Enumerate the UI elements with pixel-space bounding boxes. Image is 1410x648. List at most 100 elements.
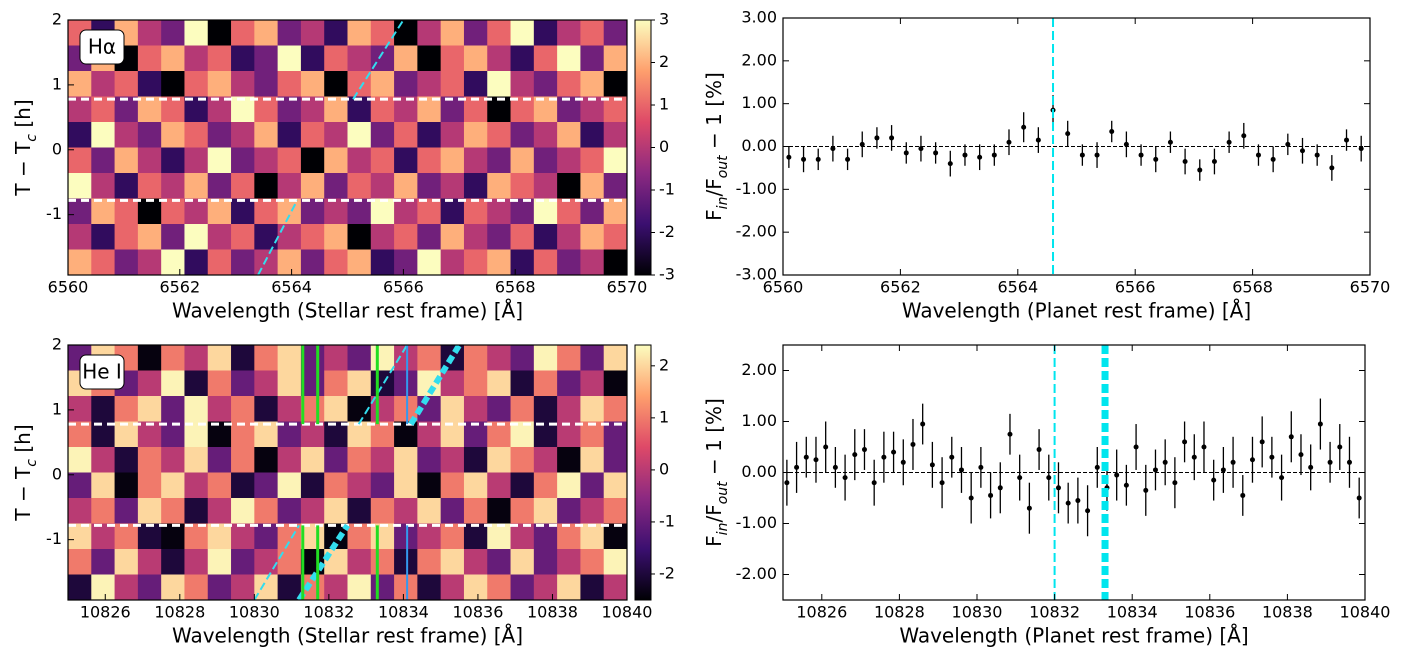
heatmap-cell — [91, 122, 116, 148]
heatmap-cell — [347, 421, 372, 448]
heatmap-cell — [463, 345, 488, 371]
heatmap-cell — [161, 122, 185, 148]
data-point — [1191, 454, 1197, 460]
y-axis-label: T − Tc [h] — [11, 99, 41, 196]
x-tick-label: 10830 — [952, 603, 1003, 622]
heatmap-cell — [580, 45, 605, 72]
heatmap-cell — [370, 45, 395, 72]
heatmap-cell — [277, 345, 302, 371]
heatmap-cell — [68, 173, 92, 199]
heatmap-cell — [114, 249, 139, 275]
heatmap-cell — [161, 370, 185, 397]
heatmap-cell — [161, 96, 185, 123]
heatmap-cell — [487, 472, 512, 499]
heatmap-cell — [347, 345, 372, 371]
heatmap-cell — [487, 20, 512, 46]
heatmap-cell — [463, 574, 488, 600]
heatmap-cell — [91, 71, 116, 97]
data-point — [1329, 165, 1335, 171]
y-axis-label-part: out — [715, 155, 731, 178]
heatmap-cell — [184, 198, 209, 225]
heatmap-cell — [533, 549, 558, 575]
heatmap-cell — [324, 447, 348, 473]
heatmap-cell — [533, 421, 558, 448]
heatmap-cell — [300, 396, 325, 422]
heatmap-cell — [533, 498, 558, 524]
x-tick-label: 10832 — [1029, 603, 1080, 622]
heatmap-cell — [137, 173, 162, 199]
heatmap-cell — [440, 147, 465, 174]
heatmap-cell — [533, 447, 558, 473]
heatmap-cell — [463, 198, 488, 225]
heatmap-cell — [137, 396, 162, 422]
heatmap-cell — [207, 472, 232, 499]
x-tick-label: 10840 — [1340, 603, 1391, 622]
heatmap-cell — [463, 421, 488, 448]
heatmap-cell — [487, 523, 512, 550]
heatmap-cell — [557, 173, 581, 199]
heatmap-cell — [487, 173, 512, 199]
heatmap-cell — [580, 447, 605, 473]
x-tick-label: 6560 — [48, 278, 89, 297]
heatmap-cell — [487, 574, 512, 600]
heatmap-cell — [440, 224, 465, 250]
heatmap-cell — [510, 498, 535, 524]
heatmap-cell — [440, 574, 465, 600]
heatmap-cell — [440, 549, 465, 575]
heatmap-cell — [533, 370, 558, 397]
heatmap-cell — [114, 574, 139, 600]
heatmap-cell — [487, 96, 512, 123]
heatmap-cell — [557, 574, 581, 600]
heatmap-cell — [463, 96, 488, 123]
heatmap-cell — [137, 421, 162, 448]
heatmap-cell — [394, 345, 418, 371]
y-axis-label-part: T − T — [11, 466, 35, 522]
data-point — [949, 454, 955, 460]
x-tick-label: 10830 — [229, 603, 280, 622]
heatmap-cell — [580, 472, 605, 499]
heatmap-cell — [580, 574, 605, 600]
heatmap-cell — [231, 447, 255, 473]
heatmap-cell — [510, 20, 535, 46]
data-point — [1226, 139, 1232, 145]
heatmap-cell — [557, 396, 581, 422]
heatmap-cell — [510, 173, 535, 199]
heatmap-cell — [207, 370, 232, 397]
axes-frame — [67, 19, 628, 276]
heatmap-cell — [557, 198, 581, 225]
heatmap-cell — [603, 472, 627, 499]
heatmap-cell — [91, 523, 116, 550]
plot-area — [68, 20, 627, 275]
x-tick-label: 10832 — [303, 603, 354, 622]
heatmap-cell — [324, 122, 348, 148]
heatmap-cell — [370, 147, 395, 174]
heatmap-cell — [580, 345, 605, 371]
data-point — [1021, 124, 1027, 130]
heatmap-cell — [254, 147, 279, 174]
data-point — [1230, 459, 1236, 465]
data-point — [832, 464, 838, 470]
heatmap-cell — [91, 421, 116, 448]
heatmap-cell — [91, 198, 116, 225]
heatmap-cell — [184, 249, 209, 275]
heatmap-cell — [300, 472, 325, 499]
heatmap-cell — [114, 421, 139, 448]
data-point — [977, 154, 983, 160]
heatmap-cell — [231, 147, 255, 174]
heatmap-cell — [370, 96, 395, 123]
data-point — [1259, 439, 1265, 445]
heatmap-cell — [137, 45, 162, 72]
track-line — [352, 20, 405, 100]
heatmap-cell — [277, 523, 302, 550]
y-tick-label: -3.00 — [736, 265, 777, 284]
heatmap-cell — [231, 498, 255, 524]
data-point — [1255, 152, 1261, 158]
heatmap-cell — [394, 421, 418, 448]
data-point — [903, 150, 909, 156]
heatmap-cell — [91, 472, 116, 499]
heatmap-cell — [161, 224, 185, 250]
data-point — [962, 152, 968, 158]
heatmap-cell — [603, 71, 627, 97]
heatmap-cell — [277, 574, 302, 600]
label-box — [79, 29, 125, 65]
